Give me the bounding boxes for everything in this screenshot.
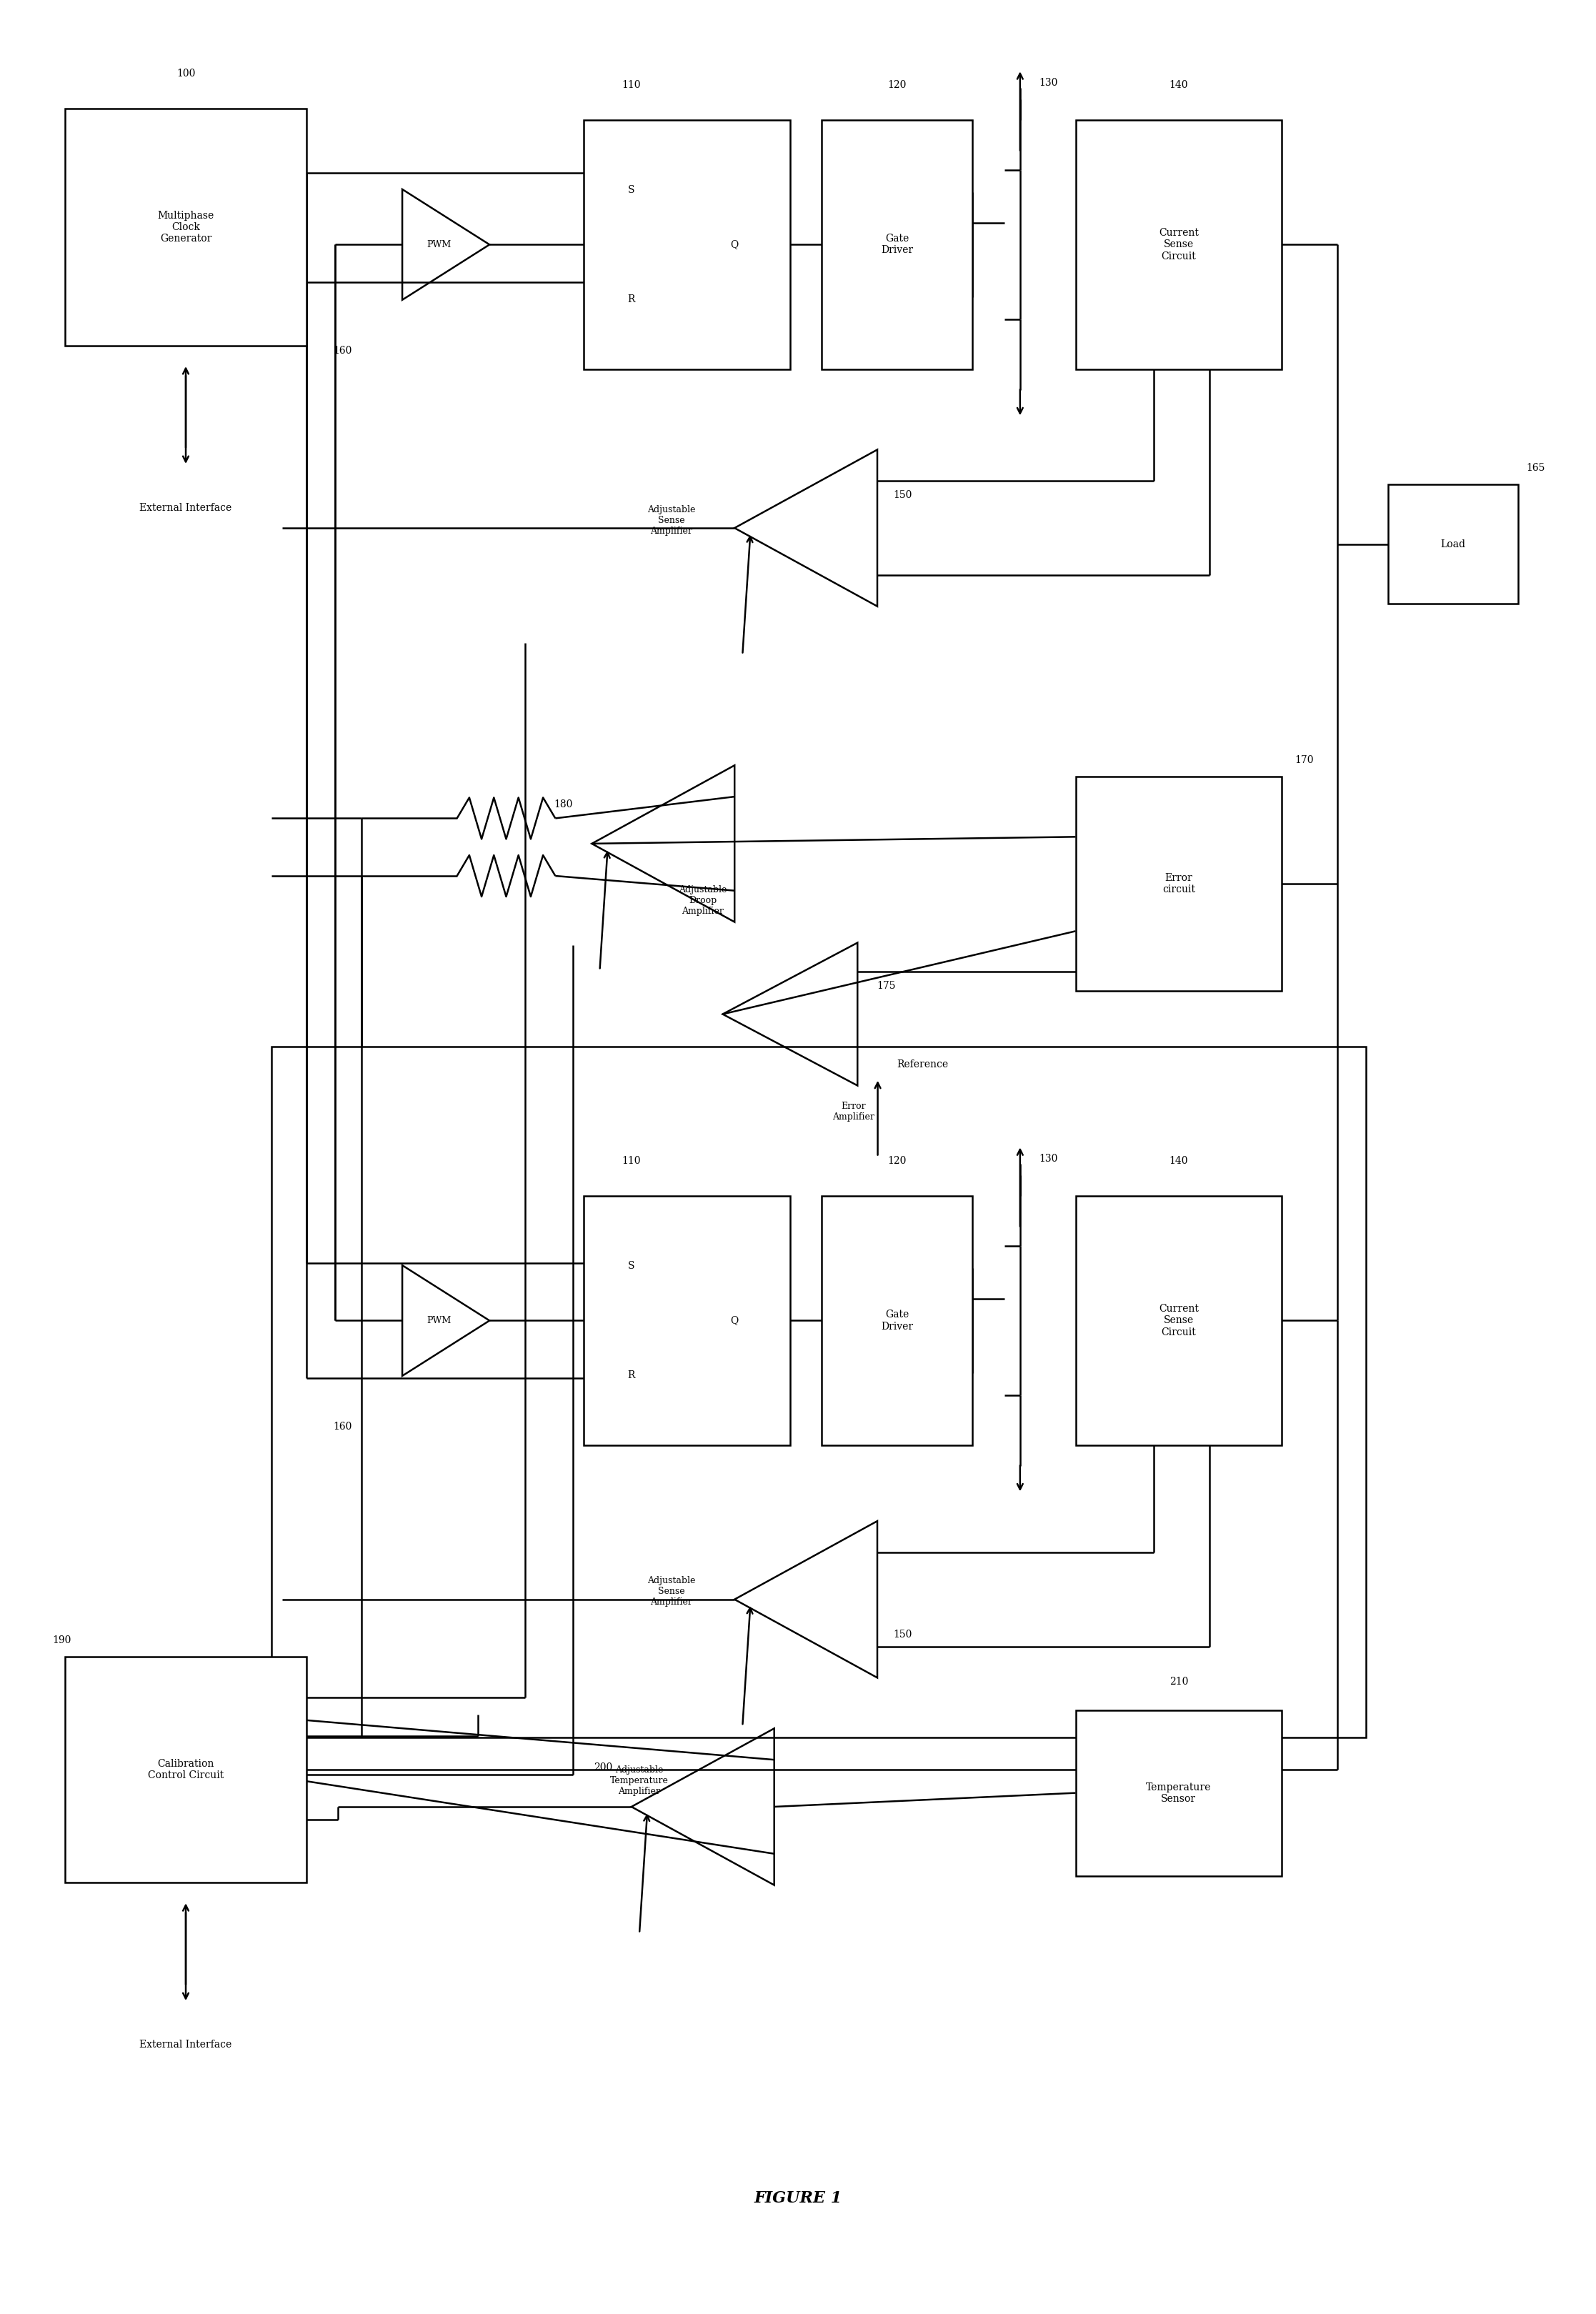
Text: 190: 190: [53, 1636, 72, 1645]
Text: Q: Q: [731, 1317, 739, 1326]
Bar: [1389, 484, 1518, 604]
Text: Current
Sense
Circuit: Current Sense Circuit: [1159, 229, 1199, 261]
Bar: [65, 1657, 306, 1884]
Text: FIGURE 1: FIGURE 1: [753, 2191, 843, 2205]
Bar: [1076, 120, 1282, 368]
Text: 200: 200: [594, 1763, 613, 1773]
Text: Gate
Driver: Gate Driver: [881, 1310, 913, 1331]
Text: 120: 120: [887, 81, 907, 90]
Bar: [822, 120, 972, 368]
Text: Gate
Driver: Gate Driver: [881, 234, 913, 255]
Text: Adjustable
Droop
Amplifier: Adjustable Droop Amplifier: [678, 886, 726, 916]
Text: Error
circuit: Error circuit: [1162, 872, 1195, 896]
Text: 130: 130: [1039, 1155, 1058, 1164]
Bar: [1076, 1710, 1282, 1877]
Bar: [271, 1046, 1366, 1738]
Text: 180: 180: [554, 798, 573, 810]
Text: Multiphase
Clock
Generator: Multiphase Clock Generator: [158, 211, 214, 243]
Text: Adjustable
Sense
Amplifier: Adjustable Sense Amplifier: [646, 1576, 696, 1606]
Text: External Interface: External Interface: [139, 2039, 231, 2050]
Text: 130: 130: [1039, 79, 1058, 88]
Text: Error
Amplifier: Error Amplifier: [833, 1101, 875, 1122]
Text: PWM: PWM: [426, 241, 452, 250]
Text: R: R: [627, 294, 635, 305]
Bar: [1076, 778, 1282, 990]
Text: 110: 110: [622, 1157, 640, 1166]
Text: PWM: PWM: [426, 1317, 452, 1326]
Text: Adjustable
Temperature
Amplifier: Adjustable Temperature Amplifier: [610, 1766, 669, 1796]
Text: 160: 160: [334, 347, 353, 356]
Bar: [822, 1196, 972, 1444]
Text: Current
Sense
Circuit: Current Sense Circuit: [1159, 1305, 1199, 1337]
Text: Reference: Reference: [897, 1060, 948, 1069]
Text: Calibration
Control Circuit: Calibration Control Circuit: [148, 1759, 223, 1782]
Bar: [584, 120, 790, 368]
Bar: [584, 1196, 790, 1444]
Text: 165: 165: [1526, 463, 1545, 472]
Text: Temperature
Sensor: Temperature Sensor: [1146, 1782, 1211, 1803]
Text: 150: 150: [894, 491, 911, 500]
Text: Adjustable
Sense
Amplifier: Adjustable Sense Amplifier: [646, 504, 696, 535]
Text: 140: 140: [1170, 81, 1187, 90]
Text: R: R: [627, 1370, 635, 1381]
Text: 120: 120: [887, 1157, 907, 1166]
Text: 160: 160: [334, 1423, 353, 1432]
Bar: [65, 109, 306, 347]
Text: 210: 210: [1170, 1678, 1187, 1687]
Text: 110: 110: [622, 81, 640, 90]
Bar: [1076, 1196, 1282, 1444]
Text: 140: 140: [1170, 1157, 1187, 1166]
Text: S: S: [627, 185, 635, 194]
Text: 170: 170: [1294, 754, 1314, 766]
Text: 175: 175: [876, 981, 895, 990]
Text: 100: 100: [176, 69, 195, 79]
Text: S: S: [627, 1261, 635, 1270]
Text: Q: Q: [731, 241, 739, 250]
Text: Load: Load: [1441, 539, 1465, 548]
Text: 150: 150: [894, 1629, 911, 1638]
Text: External Interface: External Interface: [139, 502, 231, 514]
